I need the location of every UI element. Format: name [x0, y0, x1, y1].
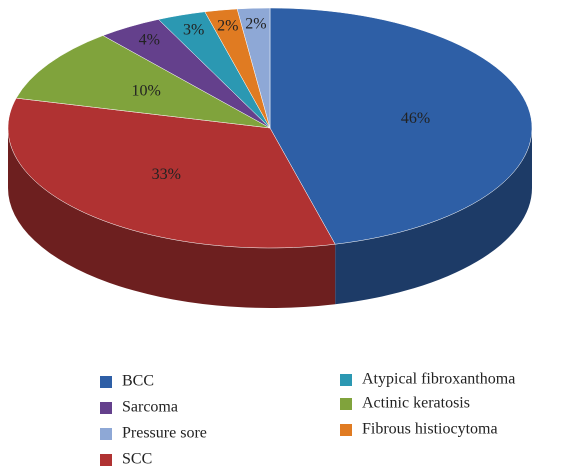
legend-swatch — [340, 424, 352, 436]
slice — [15, 35, 271, 129]
legend-label: Sarcoma — [122, 399, 178, 416]
legend-swatch — [100, 428, 112, 440]
legend-label: SCC — [122, 451, 152, 468]
data-label: 2% — [217, 17, 238, 34]
data-label: 4% — [139, 32, 160, 49]
legend-swatch — [340, 374, 352, 386]
legend-label: Atypical fibroxanthoma — [362, 371, 515, 388]
legend-swatch — [340, 398, 352, 410]
legend-label: Fibrous histiocytoma — [362, 421, 498, 438]
legend-label: Actinic keratosis — [362, 395, 470, 412]
legend-swatch — [100, 402, 112, 414]
slice-side — [335, 128, 532, 305]
legend-swatch — [100, 376, 112, 388]
legend-label: Pressure sore — [122, 425, 207, 442]
data-label: 2% — [245, 16, 266, 33]
legend-label: BCC — [122, 373, 154, 390]
slice — [236, 7, 271, 129]
slice — [7, 97, 336, 249]
data-label: 10% — [131, 83, 160, 100]
data-label: 33% — [152, 166, 181, 183]
slice — [269, 7, 533, 245]
legend-swatch — [100, 454, 112, 466]
data-label: 3% — [183, 22, 204, 39]
slice-side — [8, 128, 336, 309]
data-label: 46% — [401, 110, 430, 127]
